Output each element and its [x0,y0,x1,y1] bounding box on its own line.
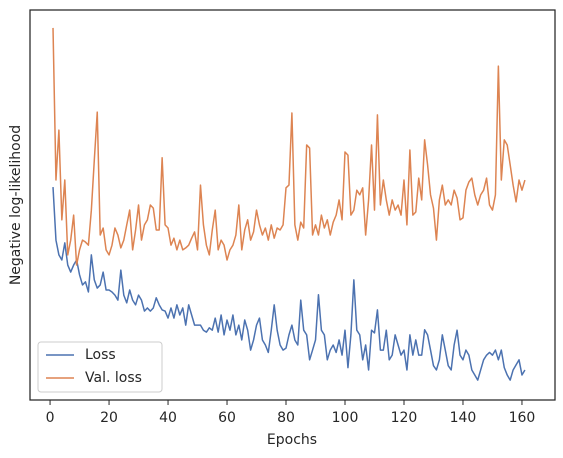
x-tick-label: 80 [277,410,295,426]
x-tick-label: 0 [46,410,55,426]
y-axis-label: Negative log-likelihood [8,125,24,285]
legend-label: Loss [85,347,116,363]
x-tick-label: 120 [391,410,418,426]
legend-label: Val. loss [85,370,142,386]
plot-frame [29,9,556,401]
line-series [52,187,526,381]
x-tick-label: 40 [159,410,177,426]
x-axis-label: Epochs [267,432,317,448]
x-tick-label: 140 [450,410,477,426]
line-series [52,27,526,266]
x-tick-label: 160 [509,410,536,426]
x-tick-label: 100 [332,410,359,426]
x-tick-label: 20 [100,410,118,426]
x-tick-label: 60 [218,410,236,426]
